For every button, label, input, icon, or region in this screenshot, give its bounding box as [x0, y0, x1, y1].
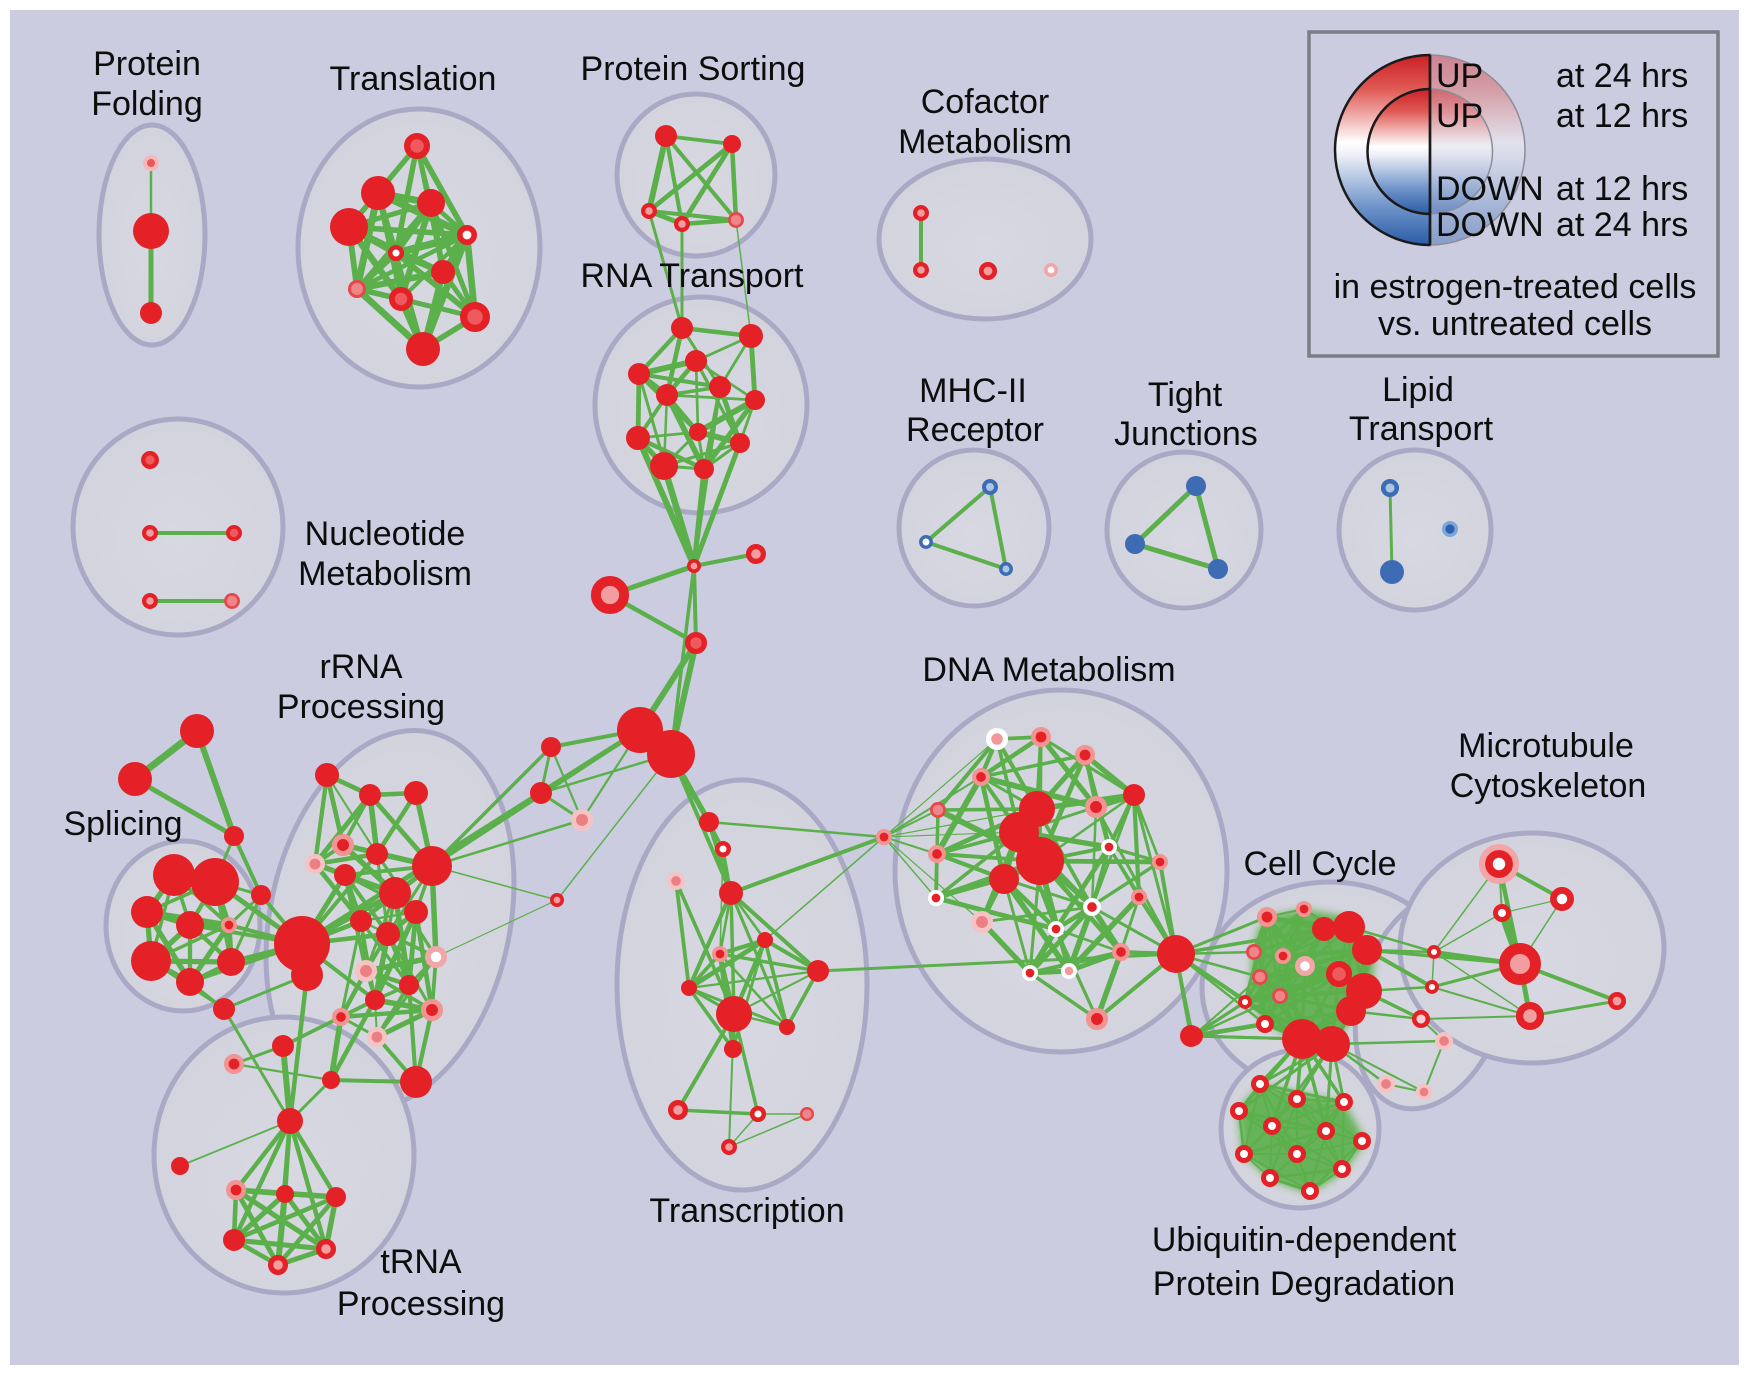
- svg-text:Receptor: Receptor: [906, 411, 1044, 449]
- svg-text:at 24 hrs: at 24 hrs: [1556, 57, 1688, 95]
- svg-text:Microtubule: Microtubule: [1458, 727, 1634, 765]
- svg-text:DOWN: DOWN: [1436, 206, 1544, 244]
- svg-text:Processing: Processing: [277, 688, 445, 726]
- svg-text:DOWN: DOWN: [1436, 170, 1544, 208]
- svg-text:Cell Cycle: Cell Cycle: [1243, 845, 1396, 883]
- svg-text:RNA Transport: RNA Transport: [581, 257, 805, 295]
- svg-text:Junctions: Junctions: [1114, 415, 1258, 453]
- svg-text:Protein Sorting: Protein Sorting: [581, 50, 806, 88]
- svg-text:MHC-II: MHC-II: [919, 372, 1027, 410]
- svg-text:Transcription: Transcription: [649, 1192, 844, 1230]
- svg-text:at 24 hrs: at 24 hrs: [1556, 206, 1688, 244]
- svg-text:Folding: Folding: [91, 85, 203, 123]
- svg-text:tRNA: tRNA: [380, 1243, 462, 1281]
- svg-text:DNA Metabolism: DNA Metabolism: [922, 651, 1175, 689]
- svg-text:Cytoskeleton: Cytoskeleton: [1450, 767, 1647, 805]
- svg-text:UP: UP: [1436, 57, 1483, 95]
- svg-text:Nucleotide: Nucleotide: [305, 515, 466, 553]
- svg-text:Splicing: Splicing: [63, 805, 182, 843]
- svg-text:Tight: Tight: [1148, 376, 1223, 414]
- svg-text:UP: UP: [1436, 97, 1483, 135]
- svg-text:Translation: Translation: [330, 60, 497, 98]
- svg-text:at 12 hrs: at 12 hrs: [1556, 97, 1688, 135]
- svg-text:at 12 hrs: at 12 hrs: [1556, 170, 1688, 208]
- svg-text:Protein Degradation: Protein Degradation: [1153, 1265, 1455, 1303]
- svg-text:rRNA: rRNA: [319, 648, 402, 686]
- svg-text:Metabolism: Metabolism: [898, 123, 1072, 161]
- svg-text:Metabolism: Metabolism: [298, 555, 472, 593]
- svg-text:Protein: Protein: [93, 45, 201, 83]
- svg-text:Cofactor: Cofactor: [921, 83, 1050, 121]
- svg-text:Transport: Transport: [1349, 410, 1494, 448]
- svg-text:Ubiquitin-dependent: Ubiquitin-dependent: [1152, 1221, 1457, 1259]
- svg-text:Lipid: Lipid: [1382, 371, 1454, 409]
- svg-text:Processing: Processing: [337, 1285, 505, 1323]
- svg-text:in estrogen-treated cells: in estrogen-treated cells: [1334, 268, 1697, 306]
- svg-text:vs. untreated cells: vs. untreated cells: [1378, 305, 1652, 343]
